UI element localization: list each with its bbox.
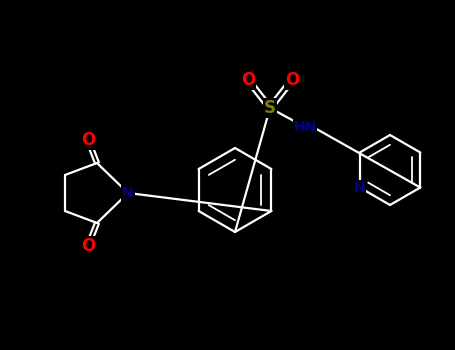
Text: N: N	[354, 181, 365, 195]
Text: S: S	[264, 99, 276, 117]
Text: O: O	[241, 71, 255, 89]
Text: O: O	[81, 131, 95, 149]
Text: O: O	[81, 237, 95, 255]
Text: HN: HN	[293, 120, 317, 134]
Text: O: O	[285, 71, 299, 89]
Text: N: N	[122, 186, 134, 200]
